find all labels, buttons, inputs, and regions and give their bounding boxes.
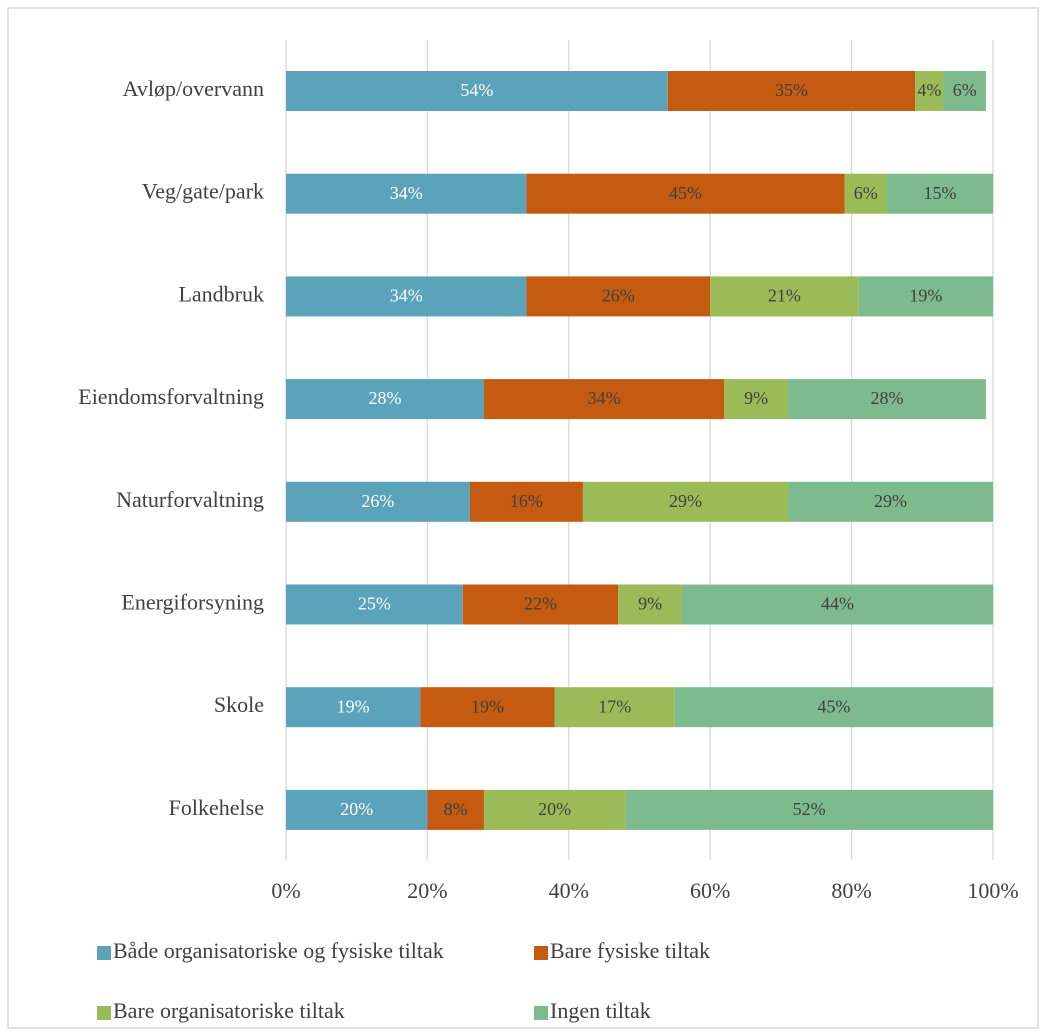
data-label: 20% xyxy=(340,799,373,819)
bar-segment xyxy=(420,687,555,728)
bar-segment xyxy=(943,71,986,111)
bar-segment xyxy=(526,173,845,214)
legend-swatch xyxy=(534,946,548,960)
data-label: 19% xyxy=(337,696,370,716)
data-label: 34% xyxy=(588,388,621,408)
data-label: 34% xyxy=(390,286,423,306)
y-tick-label: Folkehelse xyxy=(169,795,264,820)
bar-segment xyxy=(554,687,675,728)
bar-segment xyxy=(625,789,993,830)
bar-segment xyxy=(427,789,484,830)
data-label: 28% xyxy=(368,388,401,408)
data-label: 44% xyxy=(821,594,854,614)
bar-segment xyxy=(582,481,788,522)
data-label: 26% xyxy=(602,286,635,306)
legend-swatch xyxy=(97,1006,111,1020)
y-tick-label: Landbruk xyxy=(178,281,264,306)
data-label: 9% xyxy=(744,388,768,408)
x-tick-label: 80% xyxy=(831,878,871,903)
x-tick-label: 40% xyxy=(549,878,589,903)
data-label: 28% xyxy=(870,388,903,408)
bar-segment xyxy=(915,71,944,111)
bar-segment xyxy=(483,379,725,420)
data-label: 26% xyxy=(361,491,394,511)
bar-segment xyxy=(286,379,484,420)
data-label: 52% xyxy=(793,799,826,819)
data-label: 20% xyxy=(538,799,571,819)
bar-segment xyxy=(618,584,682,625)
data-label: 19% xyxy=(471,696,504,716)
bar-segment xyxy=(286,276,527,317)
data-label: 22% xyxy=(524,594,557,614)
bar-segment xyxy=(710,276,859,317)
bar-segment xyxy=(681,584,993,625)
x-tick-label: 60% xyxy=(690,878,730,903)
bar-segment xyxy=(483,789,626,830)
legend-swatch xyxy=(97,946,111,960)
bar-segment xyxy=(667,71,916,111)
data-label: 45% xyxy=(669,183,702,203)
bar-segment xyxy=(286,481,470,522)
legend-label: Bare fysiske tiltak xyxy=(550,938,710,963)
x-tick-label: 100% xyxy=(967,878,1018,903)
bar-segment xyxy=(724,379,788,420)
legend-label: Bare organisatoriske tiltak xyxy=(113,998,345,1023)
data-label: 4% xyxy=(917,80,941,100)
y-tick-label: Energiforsyning xyxy=(121,590,264,615)
data-label: 6% xyxy=(953,80,977,100)
data-label: 9% xyxy=(638,594,662,614)
data-label: 19% xyxy=(909,286,942,306)
data-label: 35% xyxy=(775,80,808,100)
data-label: 25% xyxy=(358,594,391,614)
data-label: 45% xyxy=(817,696,850,716)
legend-label: Både organisatoriske og fysiske tiltak xyxy=(113,938,444,963)
data-label: 34% xyxy=(390,183,423,203)
bar-segment xyxy=(844,173,887,214)
data-label: 54% xyxy=(460,80,493,100)
bar-segment xyxy=(886,173,993,214)
data-label: 8% xyxy=(444,799,468,819)
legend-swatch xyxy=(534,1006,548,1020)
bar-segment xyxy=(469,481,583,522)
data-label: 21% xyxy=(768,286,801,306)
bar-segment xyxy=(286,687,421,728)
legend-label: Ingen tiltak xyxy=(550,998,651,1023)
data-label: 29% xyxy=(874,491,907,511)
data-label: 16% xyxy=(510,491,543,511)
data-label: 6% xyxy=(854,183,878,203)
bar-segment xyxy=(674,687,993,728)
bar-segment xyxy=(286,71,668,111)
y-tick-label: Avløp/overvann xyxy=(123,76,264,101)
x-tick-label: 20% xyxy=(407,878,447,903)
bar-segment xyxy=(462,584,619,625)
bar-segment xyxy=(526,276,711,317)
data-label: 15% xyxy=(923,183,956,203)
bar-segment xyxy=(787,481,993,522)
bar-segment xyxy=(858,276,993,317)
data-label: 29% xyxy=(669,491,702,511)
y-tick-label: Naturforvaltning xyxy=(116,487,264,512)
bar-segment xyxy=(787,379,986,420)
bar-segment xyxy=(286,173,527,214)
data-label: 17% xyxy=(598,696,631,716)
y-tick-label: Veg/gate/park xyxy=(142,179,264,204)
x-tick-label: 0% xyxy=(271,878,300,903)
y-tick-label: Skole xyxy=(214,692,264,717)
bar-segment xyxy=(286,584,463,625)
y-tick-label: Eiendomsforvaltning xyxy=(78,384,264,409)
bar-segment xyxy=(286,789,428,830)
